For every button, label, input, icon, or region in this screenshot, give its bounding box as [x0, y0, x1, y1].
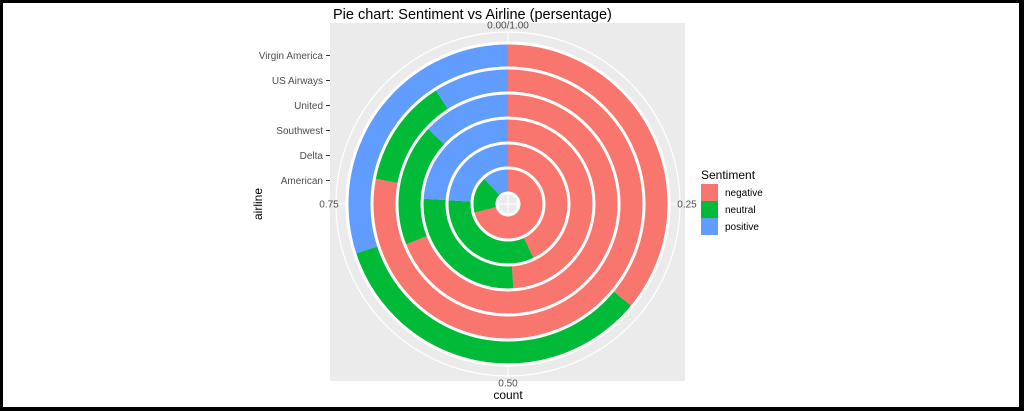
legend-key-neutral: [701, 201, 718, 218]
bar-positive-us-airways: [435, 68, 508, 111]
ring-separator-4: [395, 91, 621, 317]
y-tick-label: American: [281, 176, 323, 187]
angle-tick-label-2: 0.50: [498, 379, 518, 390]
ring-separator-2: [445, 141, 571, 267]
ring-separator-6: [345, 41, 671, 367]
chart-title: Pie chart: Sentiment vs Airline (persent…: [333, 7, 612, 23]
y-tick-label: United: [294, 101, 323, 112]
ring-separator-1: [470, 166, 546, 242]
bar-neutral-virgin-america: [354, 246, 633, 365]
legend-key-negative: [701, 184, 718, 201]
angle-tick-label-3: 0.75: [319, 200, 339, 211]
chart-figure: Pie chart: Sentiment vs Airline (persent…: [3, 3, 1019, 407]
y-tick-label: Southwest: [276, 126, 323, 137]
legend-key-positive: [701, 218, 718, 235]
x-axis-title: count: [493, 388, 523, 402]
bar-positive-united: [427, 93, 508, 146]
angle-tick-labels: 0.00/1.00 0.25 0.50 0.75: [319, 21, 697, 390]
ring-separator-layer: [345, 41, 671, 367]
y-axis: American Delta Southwest United US Airways Vi…: [259, 51, 330, 187]
bar-neutral-united: [397, 128, 446, 245]
bar-negative-american: [473, 168, 544, 240]
bar-neutral-american: [472, 177, 501, 213]
ring-separator-0: [495, 191, 521, 217]
legend-title: Sentiment: [701, 168, 756, 182]
bar-layer: [347, 43, 670, 365]
ring-separator-3: [420, 116, 596, 292]
bar-neutral-southwest: [422, 198, 514, 290]
y-axis-title: airline: [251, 188, 265, 220]
bar-negative-delta: [508, 143, 569, 260]
legend-label-neutral: neutral: [725, 205, 756, 216]
bar-positive-virgin-america: [347, 43, 508, 254]
chart-svg: Pie chart: Sentiment vs Airline (persent…: [251, 7, 763, 402]
bar-negative-southwest: [508, 118, 594, 290]
legend: Sentiment negative neutral positive: [701, 168, 763, 235]
legend-label-positive: positive: [725, 222, 759, 233]
bar-negative-virgin-america: [508, 43, 670, 307]
angle-tick-label-1: 0.25: [677, 200, 697, 211]
y-tick-label: US Airways: [272, 76, 323, 87]
bar-positive-delta: [447, 143, 508, 202]
y-tick-label: Delta: [300, 151, 324, 162]
bar-neutral-us-airways: [374, 89, 449, 184]
ring-separator-5: [370, 66, 646, 342]
angle-tick-label-0: 0.00/1.00: [487, 21, 529, 32]
legend-label-negative: negative: [725, 188, 763, 199]
bar-positive-american: [483, 168, 508, 196]
y-tick-label: Virgin America: [259, 51, 324, 62]
